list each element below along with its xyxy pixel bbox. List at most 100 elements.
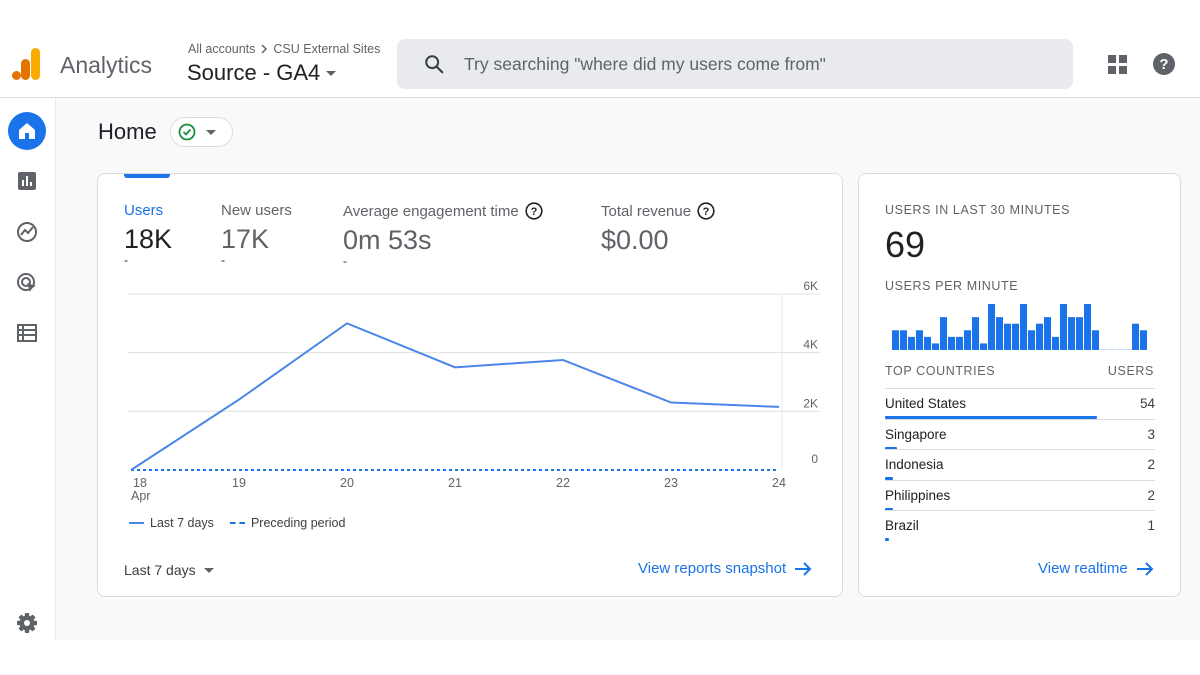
minute-bar	[900, 330, 907, 350]
minute-bar	[932, 343, 939, 350]
x-tick-label: 22	[556, 476, 570, 490]
metric-value: 0m 53s	[343, 225, 432, 255]
country-name: Philippines	[885, 488, 951, 503]
svg-text:?: ?	[530, 206, 537, 218]
top-header: Analytics All accounts CSU External Site…	[0, 30, 1200, 98]
breadcrumb[interactable]: All accounts CSU External Sites	[188, 42, 380, 56]
minute-bar	[1108, 349, 1115, 350]
x-tick-label: 24	[772, 476, 786, 490]
metric-delta: -	[221, 253, 225, 267]
left-nav	[0, 98, 56, 640]
apps-grid-icon[interactable]	[1108, 55, 1127, 74]
minute-bar	[1020, 304, 1027, 350]
view-reports-snapshot-link[interactable]: View reports snapshot	[638, 560, 812, 577]
country-row[interactable]: United States 54	[885, 388, 1155, 419]
metric-value: 17K	[221, 224, 270, 254]
y-tick-label: 2K	[803, 396, 818, 410]
help-outline-icon[interactable]: ?	[697, 202, 715, 220]
minute-bar	[972, 317, 979, 350]
help-outline-icon[interactable]: ?	[525, 202, 543, 220]
metric-label: New users	[221, 202, 292, 219]
country-share-bar	[885, 538, 890, 541]
view-realtime-link[interactable]: View realtime	[1038, 560, 1154, 577]
overview-card: Users 18K - New users 17K - Average enga…	[97, 173, 843, 597]
x-tick-label: 19	[232, 476, 246, 490]
minute-bar	[1028, 330, 1035, 350]
minute-bar	[1060, 304, 1067, 350]
country-share-bar	[885, 447, 897, 450]
page-title: Home	[98, 119, 157, 144]
nav-explore[interactable]	[8, 213, 46, 251]
minute-bar	[1052, 336, 1059, 350]
property-selector[interactable]: Source - GA4	[187, 60, 337, 86]
nav-reports[interactable]	[8, 162, 46, 200]
minute-bar	[1084, 304, 1091, 350]
nav-configure[interactable]	[8, 314, 46, 352]
date-range-label: Last 7 days	[124, 562, 196, 578]
minute-bar	[964, 330, 971, 350]
nav-advertising[interactable]	[8, 264, 46, 302]
caret-down-icon	[206, 129, 216, 135]
breadcrumb-root[interactable]: All accounts	[188, 42, 256, 56]
gear-icon	[17, 613, 37, 633]
minute-bar	[924, 336, 931, 350]
list-icon	[17, 324, 37, 342]
country-users: 3	[1147, 427, 1155, 442]
minute-bar	[1012, 323, 1019, 350]
minute-bar	[996, 317, 1003, 350]
country-row[interactable]: Indonesia 2	[885, 449, 1155, 480]
page-status-dropdown[interactable]	[170, 117, 233, 147]
country-users: 2	[1147, 488, 1155, 503]
nav-home[interactable]	[8, 112, 46, 150]
breadcrumb-account[interactable]: CSU External Sites	[273, 42, 381, 56]
country-row[interactable]: Singapore 3	[885, 419, 1155, 450]
search-placeholder: Try searching "where did my users come f…	[464, 54, 826, 74]
legend-label-previous: Preceding period	[250, 516, 346, 530]
x-tick-label: 18	[133, 476, 147, 490]
realtime-users-count: 69	[885, 224, 926, 265]
explore-icon	[17, 222, 37, 242]
series-line-last-7-days	[130, 322, 780, 471]
date-range-selector[interactable]: Last 7 days	[124, 562, 214, 578]
x-tick-label: 20	[340, 476, 354, 490]
check-circle-icon	[178, 123, 196, 141]
search-bar[interactable]: Try searching "where did my users come f…	[397, 39, 1073, 89]
country-row[interactable]: Philippines 2	[885, 480, 1155, 511]
metric-engagement-time[interactable]: Average engagement time ? 0m 53s -	[343, 202, 543, 268]
metric-value: $0.00	[601, 225, 669, 255]
y-tick-label: 0	[811, 452, 818, 466]
country-name: Singapore	[885, 427, 947, 442]
country-share-bar	[885, 416, 1098, 419]
country-name: Indonesia	[885, 457, 944, 472]
country-share-bar	[885, 477, 893, 480]
minute-bar	[1036, 323, 1043, 350]
users-column-heading: USERS	[1107, 364, 1154, 378]
metric-delta: -	[343, 254, 347, 268]
minute-bar	[980, 343, 987, 350]
metric-users[interactable]: Users 18K -	[124, 202, 173, 266]
top-countries-heading: TOP COUNTRIES	[885, 364, 996, 378]
metric-value: 18K	[124, 224, 173, 254]
caret-down-icon	[203, 567, 214, 573]
advertising-icon	[17, 273, 36, 292]
metric-label: Average engagement time	[343, 202, 519, 220]
minute-bar	[916, 330, 923, 350]
nav-admin[interactable]	[8, 604, 46, 642]
metric-label: Total revenue	[601, 202, 692, 220]
help-icon[interactable]: ?	[1152, 52, 1176, 76]
metric-new-users[interactable]: New users 17K -	[221, 202, 292, 267]
y-tick-label: 6K	[803, 279, 818, 293]
minute-bar	[1092, 330, 1099, 350]
minute-bar	[1124, 349, 1131, 350]
minute-bar	[1116, 349, 1123, 350]
metric-total-revenue[interactable]: Total revenue ? $0.00	[601, 202, 715, 256]
country-row[interactable]: Brazil 1	[885, 510, 1155, 541]
metric-label: Users	[124, 202, 164, 219]
country-users: 2	[1147, 457, 1155, 472]
minute-bar	[1076, 317, 1083, 350]
x-tick-sublabel: Apr	[131, 489, 150, 503]
view-realtime-label: View realtime	[1038, 560, 1128, 577]
home-icon	[19, 123, 35, 139]
users-per-minute-heading: USERS PER MINUTE	[885, 279, 1019, 293]
app-name: Analytics	[60, 52, 153, 78]
